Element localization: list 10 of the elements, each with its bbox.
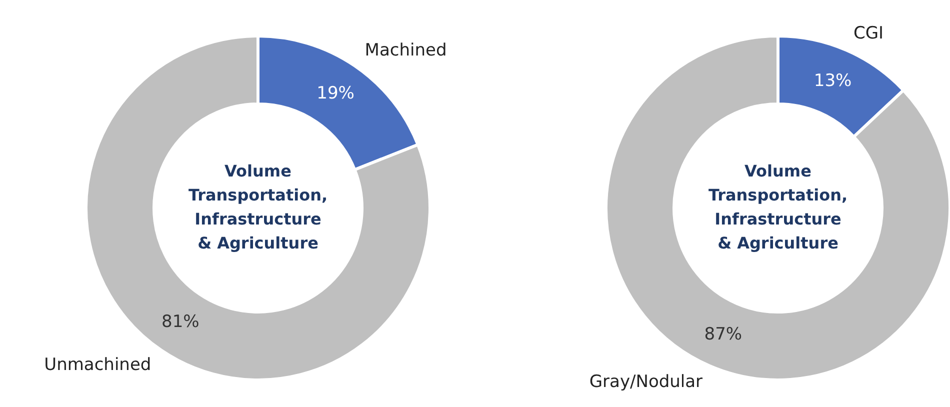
data-label: 13% <box>814 70 852 92</box>
data-label: 87% <box>704 324 742 344</box>
slice-label: Unmachined <box>44 354 152 375</box>
slice-label: CGI <box>853 23 884 44</box>
text: Volume Transportation, Infrastructure & Agriculture <box>708 161 848 252</box>
slice-label: Gray/Nodular <box>589 372 703 392</box>
data-label: 81% <box>162 312 200 332</box>
data-label: 19% <box>316 84 354 104</box>
text: Volume Transportation, Infrastructure & Agriculture <box>188 161 328 252</box>
slice-label: Machined <box>364 40 447 61</box>
